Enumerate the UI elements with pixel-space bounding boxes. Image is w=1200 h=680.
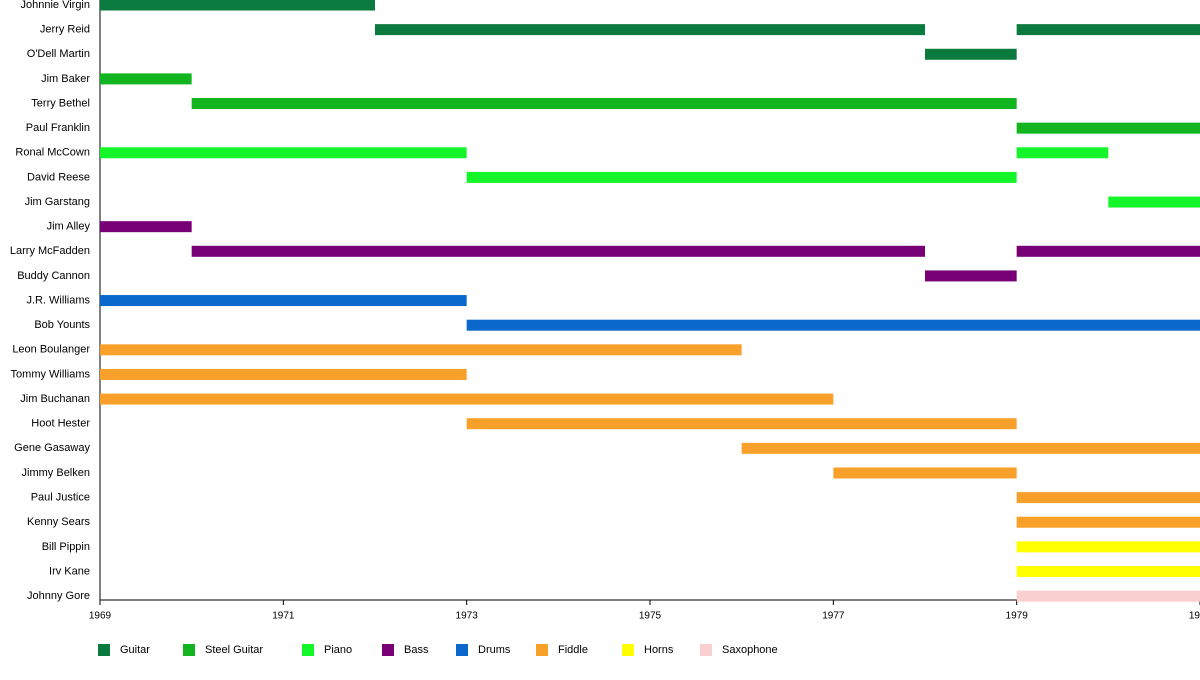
legend-label: Bass bbox=[404, 644, 429, 656]
y-tick-label: Kenny Sears bbox=[27, 516, 90, 528]
span-bar bbox=[100, 393, 834, 405]
legend-label: Drums bbox=[478, 644, 511, 656]
x-tick-label: 1975 bbox=[639, 611, 662, 622]
span-bar bbox=[100, 147, 467, 159]
span-bar bbox=[1016, 516, 1200, 528]
legend-label: Horns bbox=[644, 644, 674, 656]
y-tick-label: Jim Garstang bbox=[25, 196, 90, 208]
y-tick-label: Paul Justice bbox=[31, 492, 90, 504]
y-tick-label: Tommy Williams bbox=[11, 368, 91, 380]
y-tick-label: Jim Baker bbox=[41, 73, 90, 85]
y-tick-label: Gene Gasaway bbox=[14, 442, 90, 454]
span-bar bbox=[375, 24, 925, 36]
span-bar bbox=[100, 344, 742, 356]
y-tick-label: Johnnie Virgin bbox=[20, 0, 90, 11]
legend-swatch bbox=[456, 644, 468, 656]
y-tick-label: Terry Bethel bbox=[31, 97, 90, 109]
legend-swatch bbox=[700, 644, 712, 656]
y-tick-label: Jerry Reid bbox=[40, 24, 90, 36]
span-bar bbox=[1016, 590, 1200, 602]
y-tick-label: Paul Franklin bbox=[26, 122, 90, 134]
x-tick-label: 1979 bbox=[1006, 611, 1029, 622]
span-bar bbox=[100, 295, 467, 307]
y-tick-label: Johnny Gore bbox=[27, 590, 90, 602]
y-tick-label: Ronal McCown bbox=[15, 147, 90, 159]
legend-label: Piano bbox=[324, 644, 352, 656]
span-bar bbox=[1016, 541, 1200, 553]
span-bar bbox=[833, 467, 1017, 479]
x-tick-label: 1971 bbox=[272, 611, 295, 622]
y-tick-label: David Reese bbox=[27, 171, 90, 183]
span-bar bbox=[1108, 196, 1200, 208]
legend-label: Guitar bbox=[120, 644, 150, 656]
span-bar bbox=[191, 98, 1017, 110]
span-bar bbox=[466, 319, 1200, 331]
span-bar bbox=[1016, 492, 1200, 504]
span-bar bbox=[100, 0, 375, 11]
y-tick-label: Bob Younts bbox=[34, 319, 90, 331]
span-bar bbox=[1016, 565, 1200, 577]
y-tick-label: Bill Pippin bbox=[42, 541, 90, 553]
span-bar bbox=[1016, 122, 1200, 134]
x-tick-label: 1981 bbox=[1189, 611, 1200, 622]
x-tick-label: 1973 bbox=[456, 611, 479, 622]
span-bar bbox=[100, 221, 192, 233]
x-tick-label: 1969 bbox=[89, 611, 112, 622]
legend-swatch bbox=[98, 644, 110, 656]
span-bar bbox=[925, 48, 1017, 60]
span-bar bbox=[100, 368, 467, 380]
legend-swatch bbox=[302, 644, 314, 656]
y-tick-label: Leon Boulanger bbox=[12, 344, 90, 356]
legend-label: Fiddle bbox=[558, 644, 588, 656]
legend-swatch bbox=[183, 644, 195, 656]
span-bar bbox=[1016, 147, 1109, 159]
span-bar bbox=[191, 245, 925, 257]
y-tick-label: Hoot Hester bbox=[31, 418, 90, 430]
legend-label: Steel Guitar bbox=[205, 644, 263, 656]
y-tick-label: Jim Alley bbox=[47, 221, 91, 233]
span-bar bbox=[466, 171, 1017, 183]
span-bar bbox=[741, 442, 1200, 454]
span-bar bbox=[1016, 24, 1200, 36]
y-tick-label: Larry McFadden bbox=[10, 245, 90, 257]
span-bar bbox=[100, 73, 192, 85]
span-bar bbox=[1016, 245, 1200, 257]
legend-swatch bbox=[622, 644, 634, 656]
y-tick-label: O'Dell Martin bbox=[27, 48, 90, 60]
y-tick-label: Jimmy Belken bbox=[22, 467, 90, 479]
legend-swatch bbox=[536, 644, 548, 656]
legend-label: Saxophone bbox=[722, 644, 778, 656]
span-bar bbox=[466, 418, 1017, 430]
span-bar bbox=[925, 270, 1017, 282]
legend-swatch bbox=[382, 644, 394, 656]
y-tick-label: Irv Kane bbox=[49, 565, 90, 577]
y-tick-label: Buddy Cannon bbox=[17, 270, 90, 282]
x-tick-label: 1977 bbox=[822, 611, 845, 622]
y-tick-label: J.R. Williams bbox=[26, 294, 90, 306]
y-tick-label: Jim Buchanan bbox=[20, 393, 90, 405]
